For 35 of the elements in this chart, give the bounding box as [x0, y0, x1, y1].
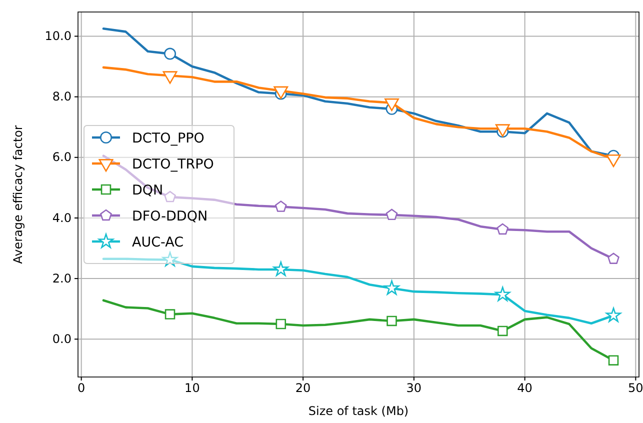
y-tick-label: 6.0: [52, 150, 72, 164]
legend-label: AUC-AC: [132, 234, 184, 250]
legend-label: DFO-DDQN: [132, 208, 208, 224]
x-tick-label: 40: [517, 381, 532, 396]
point: [273, 262, 288, 276]
legend-label: DQN: [132, 182, 164, 198]
point: [386, 208, 398, 220]
point: [275, 200, 287, 212]
point: [608, 252, 620, 264]
y-tick-label: 4.0: [52, 210, 72, 225]
point: [608, 355, 619, 366]
y-axis-title: Average efficacy factor: [11, 125, 25, 264]
point: [606, 308, 622, 322]
point: [384, 280, 400, 295]
x-tick-label: 0: [78, 381, 86, 396]
point: [498, 326, 508, 336]
y-tick-label: 2.0: [52, 271, 72, 286]
x-tick-label: 20: [295, 381, 311, 396]
point: [386, 316, 397, 326]
point: [164, 309, 176, 320]
point: [276, 318, 286, 330]
point: [164, 190, 176, 202]
x-tick-label: 50: [628, 381, 643, 396]
y-tick-label: 10.0: [44, 29, 72, 44]
x-tick-label: 30: [406, 381, 422, 396]
legend-label: DCTO_PPO: [132, 130, 204, 146]
point: [496, 223, 509, 235]
x-axis-title: Size of task (Mb): [308, 404, 409, 418]
y-tick-label: 8.0: [52, 90, 72, 104]
point: [162, 252, 178, 266]
y-tick-label: 0.0: [52, 332, 72, 346]
point: [495, 286, 510, 302]
x-tick-label: 10: [184, 381, 200, 396]
point: [164, 48, 176, 60]
legend-label: DCTO_TRPO: [132, 156, 214, 172]
